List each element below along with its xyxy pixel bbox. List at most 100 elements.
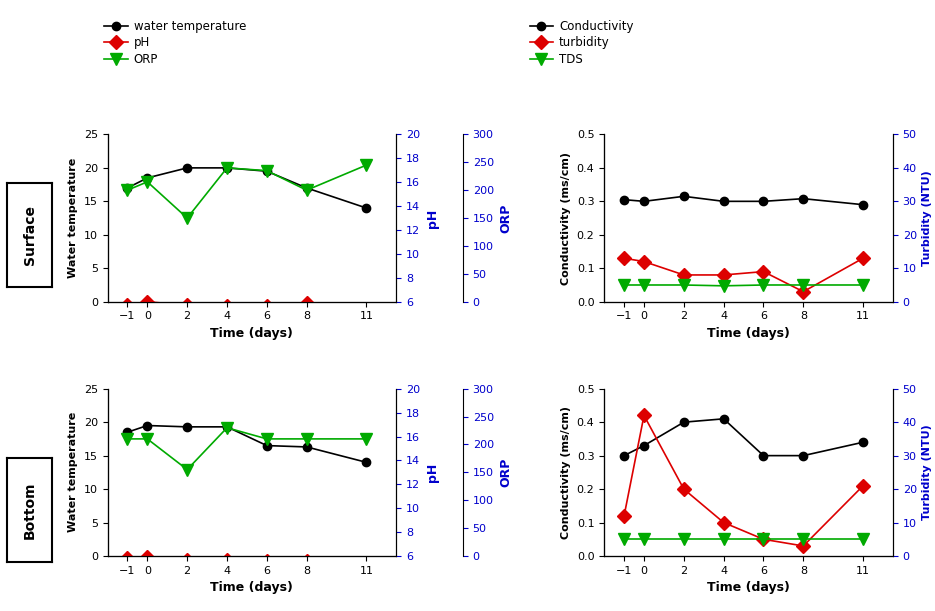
Text: Bottom: Bottom xyxy=(23,481,36,539)
turbidity xyxy=(798,288,809,295)
pH xyxy=(122,555,133,562)
water temperature xyxy=(261,442,272,449)
water temperature xyxy=(361,204,372,211)
pH xyxy=(181,556,193,563)
ORP xyxy=(142,435,153,442)
Y-axis label: pH: pH xyxy=(425,463,439,482)
Line: water temperature: water temperature xyxy=(123,422,370,466)
Line: ORP: ORP xyxy=(122,422,372,475)
Y-axis label: Conductivity (ms/cm): Conductivity (ms/cm) xyxy=(561,152,571,285)
Line: pH: pH xyxy=(122,297,371,320)
turbidity xyxy=(758,536,770,543)
Legend: water temperature, pH, ORP: water temperature, pH, ORP xyxy=(99,15,251,71)
pH xyxy=(142,298,153,306)
water temperature xyxy=(261,167,272,175)
Text: Surface: Surface xyxy=(23,205,36,265)
Conductivity xyxy=(618,196,629,203)
TDS xyxy=(678,281,689,288)
Conductivity xyxy=(678,192,689,200)
ORP xyxy=(222,424,233,431)
water temperature xyxy=(122,428,133,436)
Legend: Conductivity, turbidity, TDS: Conductivity, turbidity, TDS xyxy=(525,15,639,71)
TDS xyxy=(758,281,770,288)
ORP xyxy=(122,435,133,442)
Conductivity xyxy=(758,198,770,205)
Conductivity xyxy=(718,198,729,205)
Line: Conductivity: Conductivity xyxy=(620,415,868,460)
TDS xyxy=(758,536,770,543)
TDS xyxy=(718,282,729,290)
Conductivity xyxy=(857,201,869,208)
turbidity xyxy=(857,255,869,262)
pH xyxy=(361,311,372,318)
pH xyxy=(142,554,153,561)
ORP xyxy=(122,186,133,194)
Y-axis label: ORP: ORP xyxy=(499,203,512,233)
Line: Conductivity: Conductivity xyxy=(620,192,868,209)
ORP xyxy=(361,161,372,169)
turbidity xyxy=(718,519,729,526)
ORP xyxy=(142,178,153,186)
TDS xyxy=(857,536,869,543)
Y-axis label: Turbidity (NTU): Turbidity (NTU) xyxy=(922,170,932,266)
TDS xyxy=(639,536,650,543)
TDS xyxy=(618,281,629,288)
pH xyxy=(122,302,133,309)
TDS xyxy=(678,536,689,543)
Conductivity xyxy=(758,452,770,459)
pH xyxy=(261,557,272,565)
TDS xyxy=(618,536,629,543)
Y-axis label: ORP: ORP xyxy=(499,458,512,487)
turbidity xyxy=(618,255,629,262)
Line: turbidity: turbidity xyxy=(619,254,868,296)
turbidity xyxy=(639,412,650,419)
water temperature xyxy=(222,423,233,431)
turbidity xyxy=(718,271,729,279)
TDS xyxy=(798,281,809,288)
Conductivity xyxy=(639,442,650,449)
Line: pH: pH xyxy=(122,552,371,573)
ORP xyxy=(222,164,233,172)
turbidity xyxy=(678,271,689,279)
Line: ORP: ORP xyxy=(122,159,372,224)
Line: turbidity: turbidity xyxy=(619,411,868,551)
ORP xyxy=(181,466,193,474)
ORP xyxy=(181,214,193,222)
water temperature xyxy=(181,423,193,431)
Y-axis label: pH: pH xyxy=(425,208,439,228)
pH xyxy=(222,303,233,310)
turbidity xyxy=(678,485,689,492)
Conductivity xyxy=(798,452,809,459)
pH xyxy=(361,565,372,572)
water temperature xyxy=(301,185,312,192)
Y-axis label: Water temperature: Water temperature xyxy=(68,158,79,278)
X-axis label: Time (days): Time (days) xyxy=(210,581,294,595)
X-axis label: Time (days): Time (days) xyxy=(707,327,790,340)
Conductivity xyxy=(857,439,869,446)
water temperature xyxy=(142,422,153,429)
TDS xyxy=(798,536,809,543)
pH xyxy=(301,299,312,307)
Y-axis label: Water temperature: Water temperature xyxy=(68,412,79,532)
pH xyxy=(301,557,312,565)
Conductivity xyxy=(618,452,629,459)
ORP xyxy=(301,435,312,442)
Y-axis label: Turbidity (NTU): Turbidity (NTU) xyxy=(922,425,932,520)
TDS xyxy=(857,281,869,288)
water temperature xyxy=(222,164,233,172)
water temperature xyxy=(361,459,372,466)
pH xyxy=(181,302,193,309)
Y-axis label: Conductivity (ms/cm): Conductivity (ms/cm) xyxy=(561,406,571,539)
Line: water temperature: water temperature xyxy=(123,164,370,212)
Conductivity xyxy=(718,415,729,422)
pH xyxy=(222,556,233,563)
TDS xyxy=(718,536,729,543)
Conductivity xyxy=(678,419,689,426)
turbidity xyxy=(639,258,650,265)
X-axis label: Time (days): Time (days) xyxy=(707,581,790,595)
ORP xyxy=(261,167,272,174)
Line: TDS: TDS xyxy=(619,279,869,291)
ORP xyxy=(361,435,372,442)
water temperature xyxy=(181,164,193,172)
turbidity xyxy=(758,268,770,276)
